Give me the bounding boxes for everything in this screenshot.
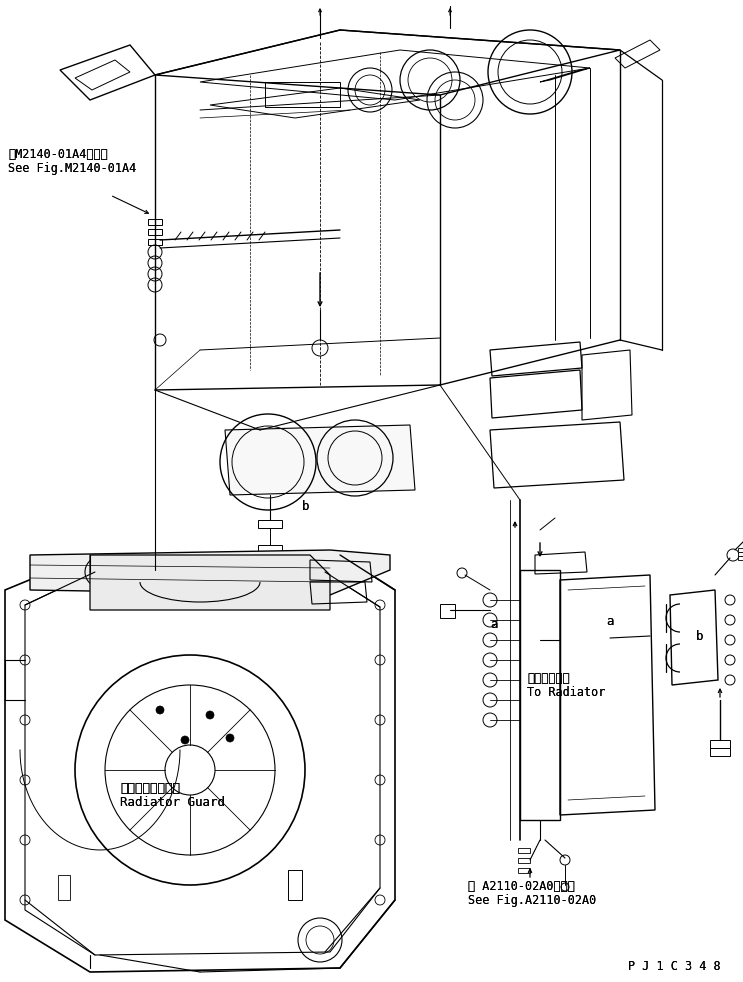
Bar — [738, 556, 743, 560]
Circle shape — [226, 734, 234, 742]
Text: ラジエータへ: ラジエータへ — [527, 672, 570, 685]
Text: b: b — [696, 630, 704, 643]
Text: ラジエータガード: ラジエータガード — [120, 782, 180, 795]
Text: a: a — [606, 615, 614, 628]
Bar — [258, 520, 282, 528]
Bar — [710, 740, 730, 748]
Bar — [258, 551, 282, 557]
Polygon shape — [90, 555, 330, 610]
Text: To Radiator: To Radiator — [527, 686, 606, 699]
Bar — [265, 82, 340, 107]
Text: P J 1 C 3 4 8: P J 1 C 3 4 8 — [628, 960, 721, 973]
Text: a: a — [606, 615, 614, 628]
Bar — [738, 548, 743, 552]
Bar — [58, 875, 70, 900]
Text: Radiator Guard: Radiator Guard — [120, 796, 225, 809]
Bar — [518, 858, 530, 863]
Text: 第M2140-01A4図参照: 第M2140-01A4図参照 — [8, 148, 108, 161]
Bar — [288, 870, 302, 900]
Text: See Fig.A2110-02A0: See Fig.A2110-02A0 — [468, 894, 596, 907]
Polygon shape — [225, 425, 415, 495]
Text: P J 1 C 3 4 8: P J 1 C 3 4 8 — [628, 960, 721, 973]
Bar — [148, 219, 162, 225]
Text: b: b — [302, 500, 310, 513]
Text: See Fig.A2110-02A0: See Fig.A2110-02A0 — [468, 894, 596, 907]
Text: a: a — [490, 618, 498, 631]
Bar — [518, 848, 530, 853]
Text: 第M2140-01A4図参照: 第M2140-01A4図参照 — [8, 148, 108, 161]
Text: See Fig.M2140-01A4: See Fig.M2140-01A4 — [8, 162, 136, 175]
Text: ラジエータへ: ラジエータへ — [527, 672, 570, 685]
Circle shape — [206, 711, 214, 719]
Bar — [258, 545, 282, 551]
Text: b: b — [696, 630, 704, 643]
Text: 第 A2110-02A0図参照: 第 A2110-02A0図参照 — [468, 880, 575, 893]
Bar — [148, 239, 162, 245]
Polygon shape — [30, 550, 390, 595]
Bar — [738, 552, 743, 556]
Text: 第 A2110-02A0図参照: 第 A2110-02A0図参照 — [468, 880, 575, 893]
Text: Radiator Guard: Radiator Guard — [120, 796, 225, 809]
Circle shape — [181, 736, 189, 744]
Text: ラジエータガード: ラジエータガード — [120, 782, 180, 795]
Circle shape — [156, 706, 164, 714]
Text: b: b — [302, 500, 310, 513]
Text: See Fig.M2140-01A4: See Fig.M2140-01A4 — [8, 162, 136, 175]
Text: To Radiator: To Radiator — [527, 686, 606, 699]
Bar — [518, 868, 530, 873]
Bar — [710, 748, 730, 756]
Text: a: a — [490, 618, 498, 631]
Bar — [148, 229, 162, 235]
